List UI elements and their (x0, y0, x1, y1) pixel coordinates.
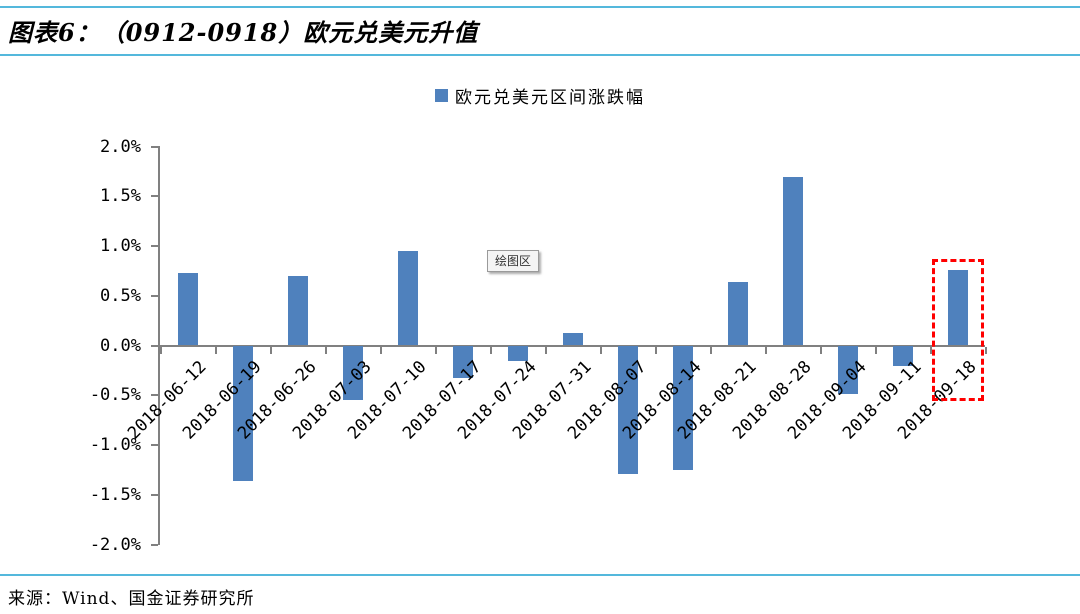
y-axis-line (158, 146, 160, 545)
x-axis-tick (215, 346, 217, 354)
source-note: 来源：Wind、国金证券研究所 (8, 589, 255, 609)
bar (452, 345, 473, 379)
bar (342, 345, 363, 401)
x-axis-line (160, 344, 985, 347)
x-axis-tick (545, 346, 547, 354)
bar (727, 281, 748, 346)
y-axis-tick (151, 444, 158, 446)
y-axis-label: -0.5% (89, 385, 141, 406)
footer-divider (0, 574, 1080, 576)
bar (397, 250, 418, 346)
x-axis-tick (490, 346, 492, 354)
y-axis-label: 0.0% (100, 335, 141, 356)
bar (562, 332, 583, 346)
x-axis-tick (765, 346, 767, 354)
bar (892, 345, 913, 367)
x-axis-tick (325, 346, 327, 354)
x-axis-tick (270, 346, 272, 354)
y-axis-tick (151, 543, 158, 546)
x-axis-tick (930, 346, 932, 354)
y-axis-label: 2.0% (100, 136, 141, 157)
y-axis-label: -1.5% (89, 484, 141, 505)
legend-marker-icon (435, 89, 448, 102)
x-axis-tick (820, 346, 822, 354)
y-axis-tick (151, 145, 158, 148)
plot-area-tooltip: 绘图区 (487, 250, 540, 272)
x-axis-tick (600, 346, 602, 354)
y-axis-label: 1.0% (100, 236, 141, 256)
bar (177, 272, 198, 346)
chart-title: 图表6：（0912-0918）欧元兑美元升值 (8, 18, 479, 47)
highlight-box (931, 258, 984, 401)
y-axis-label: 1.5% (100, 186, 141, 207)
x-axis-tick (160, 346, 162, 354)
y-axis-tick (151, 493, 158, 496)
bar (837, 345, 858, 395)
x-axis-tick (985, 346, 987, 354)
top-divider (0, 6, 1080, 8)
y-axis-tick (151, 344, 158, 347)
x-axis-tick (875, 346, 877, 354)
bar (232, 345, 253, 481)
bar (617, 345, 638, 474)
y-axis-tick (151, 394, 158, 397)
y-axis-label: -1.0% (89, 435, 141, 455)
x-axis-tick (380, 346, 382, 354)
x-axis-tick (710, 346, 712, 354)
y-axis-tick (151, 294, 158, 297)
bar (507, 345, 528, 362)
y-axis-tick (151, 245, 158, 247)
legend: 欧元兑美元区间涨跌幅 (0, 83, 1080, 108)
bar (947, 269, 968, 346)
bar (672, 345, 693, 470)
y-axis-tick (151, 195, 158, 198)
legend-label: 欧元兑美元区间涨跌幅 (455, 88, 645, 108)
x-axis-tick (435, 346, 437, 354)
y-axis-label: 0.5% (100, 285, 141, 306)
bar (782, 177, 803, 346)
x-axis-tick (655, 346, 657, 354)
title-divider (0, 54, 1080, 56)
y-axis-label: -2.0% (89, 534, 141, 555)
bar (287, 275, 308, 346)
